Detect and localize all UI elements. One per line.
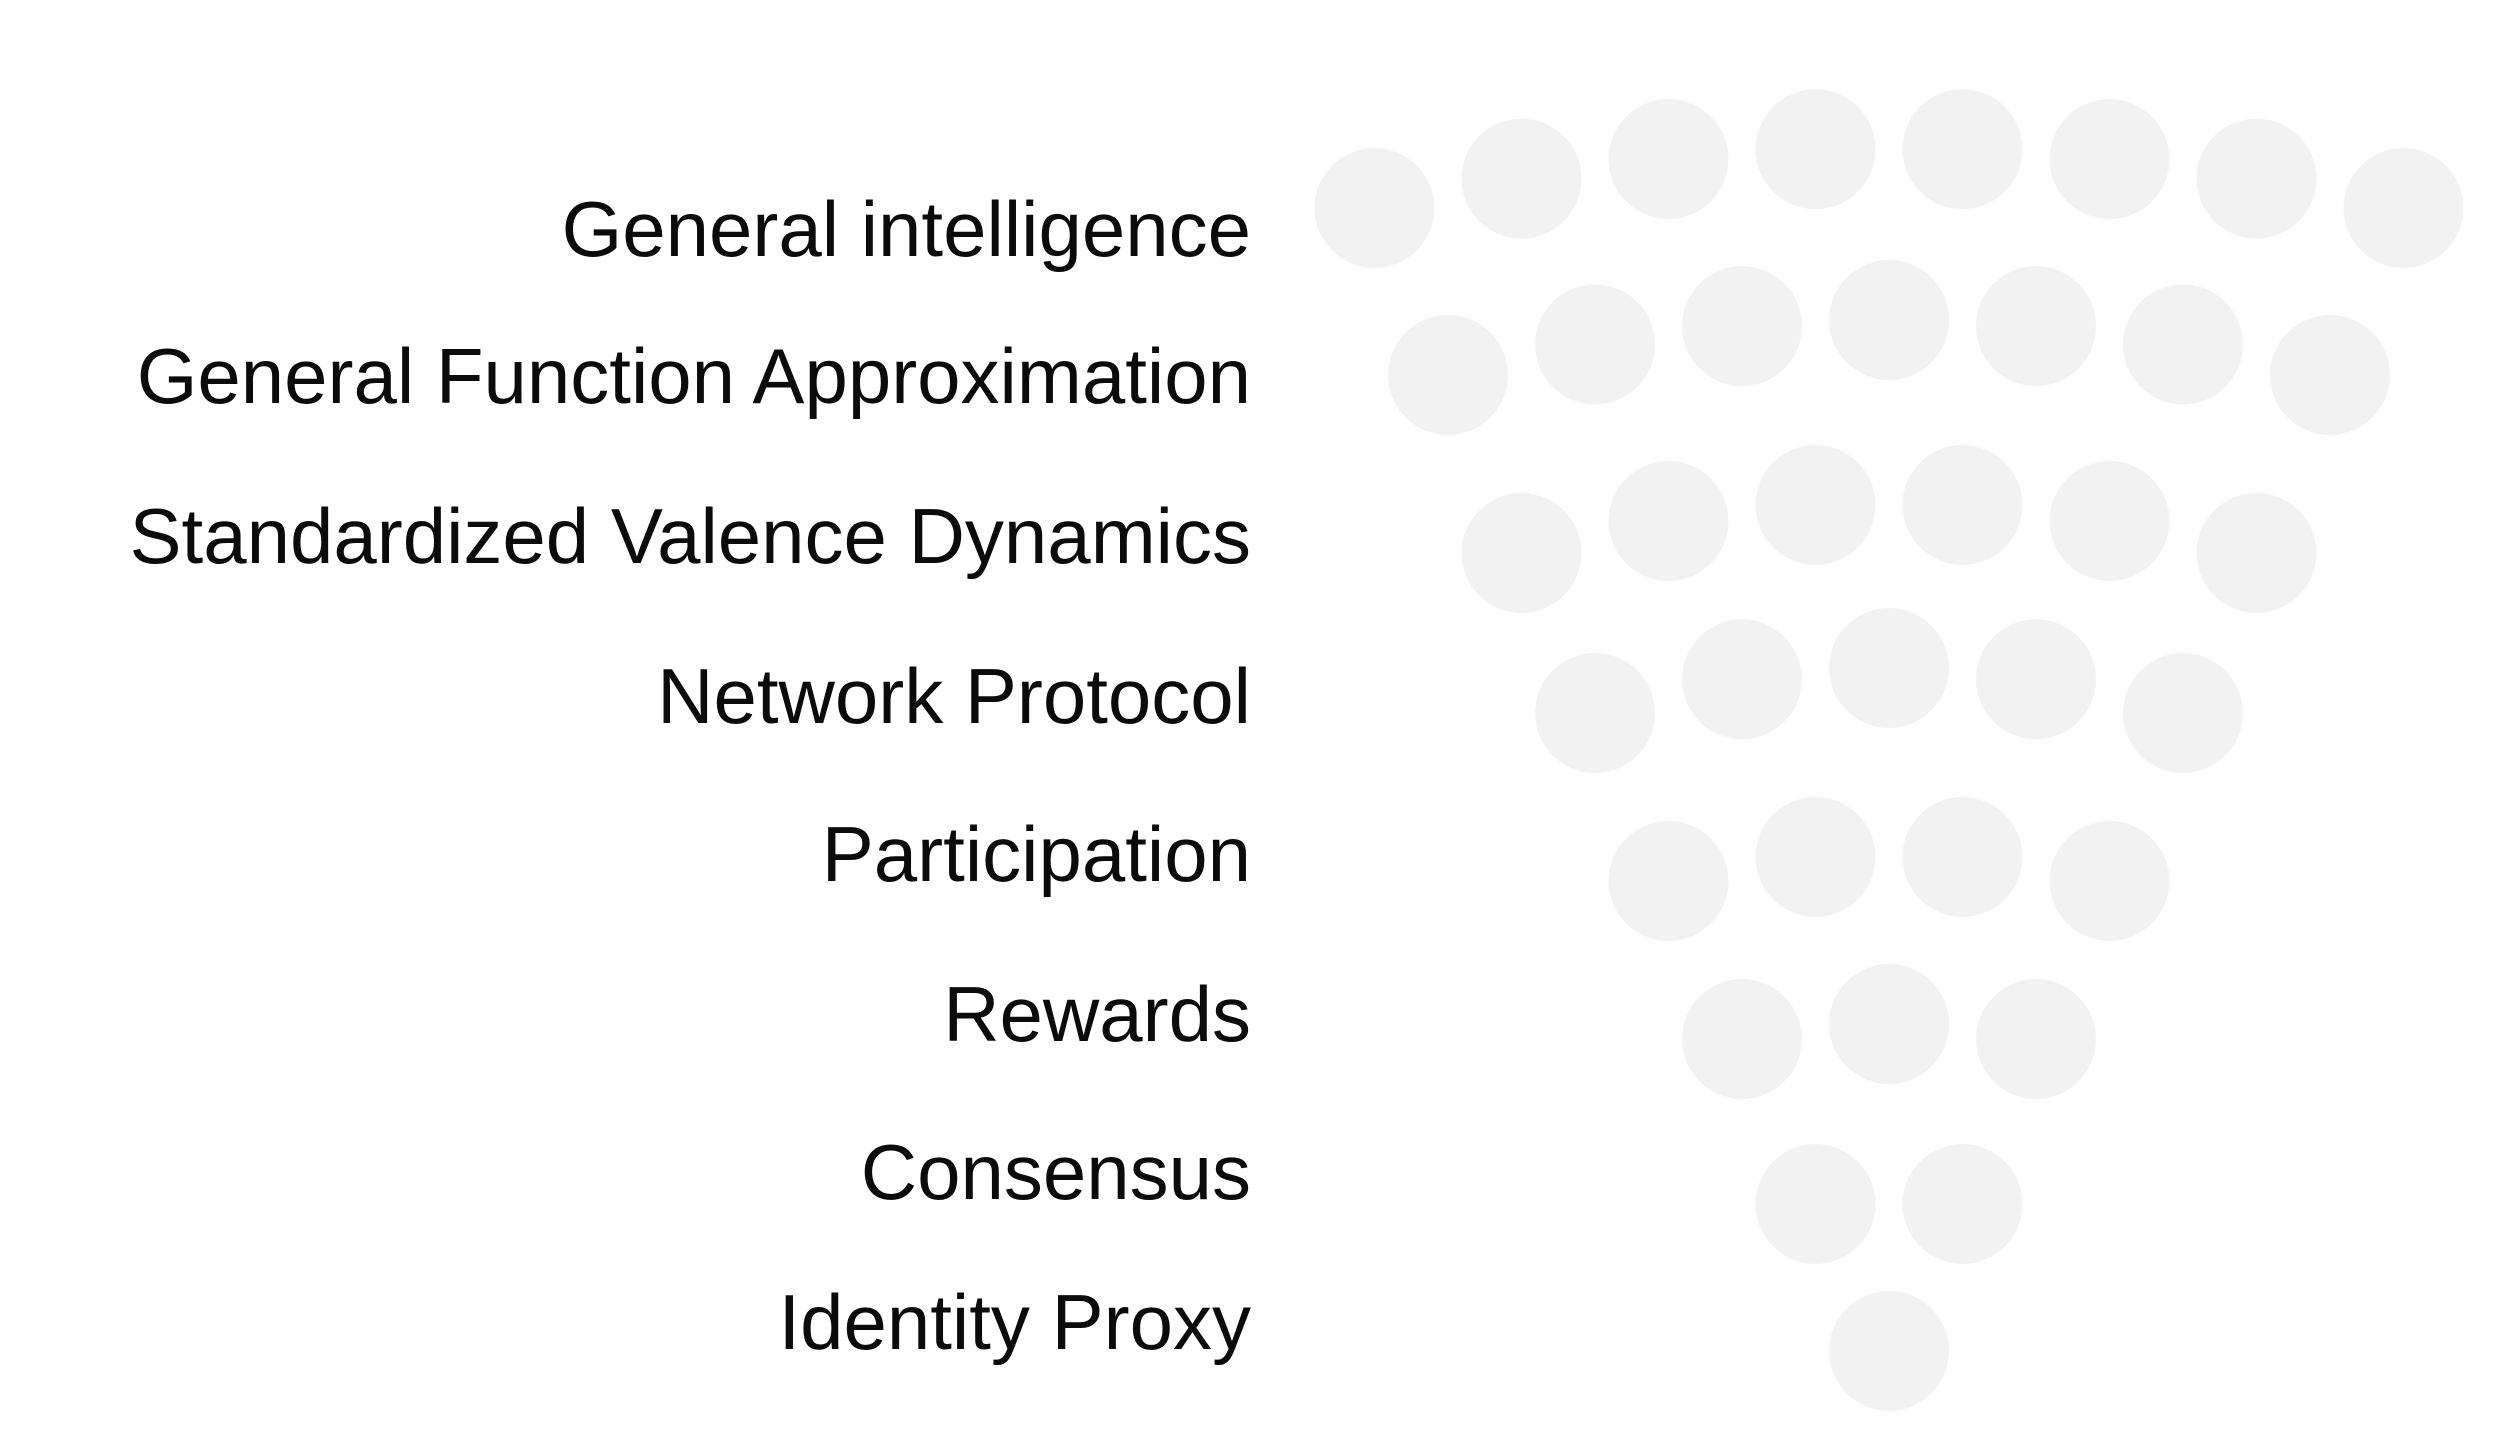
dot-row-2-item-7 — [2270, 315, 2390, 435]
layer-label-rewards: Rewards — [943, 970, 1251, 1058]
dot-row-3-item-6 — [2196, 493, 2317, 613]
dot-row-2-item-1 — [1388, 315, 1508, 435]
dot-row-3-item-4 — [1902, 445, 2023, 565]
dot-row-5-item-2 — [1755, 797, 1876, 917]
layer-label-identity-proxy: Identity Proxy — [778, 1278, 1251, 1366]
dot-row-1-item-5 — [1902, 89, 2023, 210]
dot-row-1-item-2 — [1461, 118, 1582, 239]
dot-row-1-item-8 — [2343, 148, 2464, 268]
dot-row-4-item-3 — [1829, 608, 1949, 728]
dot-row-8-item-1 — [1829, 1291, 1949, 1411]
layer-label-general-function-approximation: General Function Approximation — [136, 332, 1251, 420]
dot-row-3-item-5 — [2049, 461, 2170, 581]
dot-row-7-item-2 — [1902, 1144, 2023, 1264]
dot-row-5-item-1 — [1608, 821, 1729, 941]
dot-row-1-item-3 — [1608, 99, 1729, 220]
dot-row-7-item-1 — [1755, 1144, 1876, 1264]
dot-row-2-item-2 — [1535, 284, 1655, 405]
dot-row-5-item-4 — [2049, 821, 2170, 941]
dot-row-1-item-7 — [2196, 118, 2317, 239]
dot-row-4-item-4 — [1976, 619, 2096, 740]
dot-row-1-item-6 — [2049, 99, 2170, 220]
dot-row-4-item-5 — [2123, 653, 2243, 773]
dot-row-2-item-5 — [1976, 266, 2096, 387]
dot-row-2-item-4 — [1829, 260, 1949, 380]
dot-row-2-item-3 — [1682, 266, 1802, 387]
dot-row-6-item-3 — [1976, 979, 2096, 1099]
dot-row-6-item-1 — [1682, 979, 1802, 1099]
layer-label-general-intelligence: General intelligence — [561, 185, 1251, 273]
dot-row-3-item-1 — [1461, 493, 1582, 613]
dot-row-5-item-3 — [1902, 797, 2023, 917]
dot-row-2-item-6 — [2123, 284, 2243, 405]
dot-row-4-item-1 — [1535, 653, 1655, 773]
layer-label-network-protocol: Network Protocol — [657, 652, 1251, 740]
layer-label-consensus: Consensus — [860, 1128, 1251, 1216]
dot-row-1-item-4 — [1755, 89, 1876, 210]
dot-row-1-item-1 — [1314, 148, 1435, 268]
dot-row-3-item-2 — [1608, 461, 1729, 581]
dot-row-3-item-3 — [1755, 445, 1876, 565]
layer-label-standardized-valence-dynamics: Standardized Valence Dynamics — [129, 492, 1251, 580]
dot-row-6-item-2 — [1829, 964, 1949, 1084]
dot-row-4-item-2 — [1682, 619, 1802, 740]
layer-label-participation: Participation — [821, 810, 1251, 898]
